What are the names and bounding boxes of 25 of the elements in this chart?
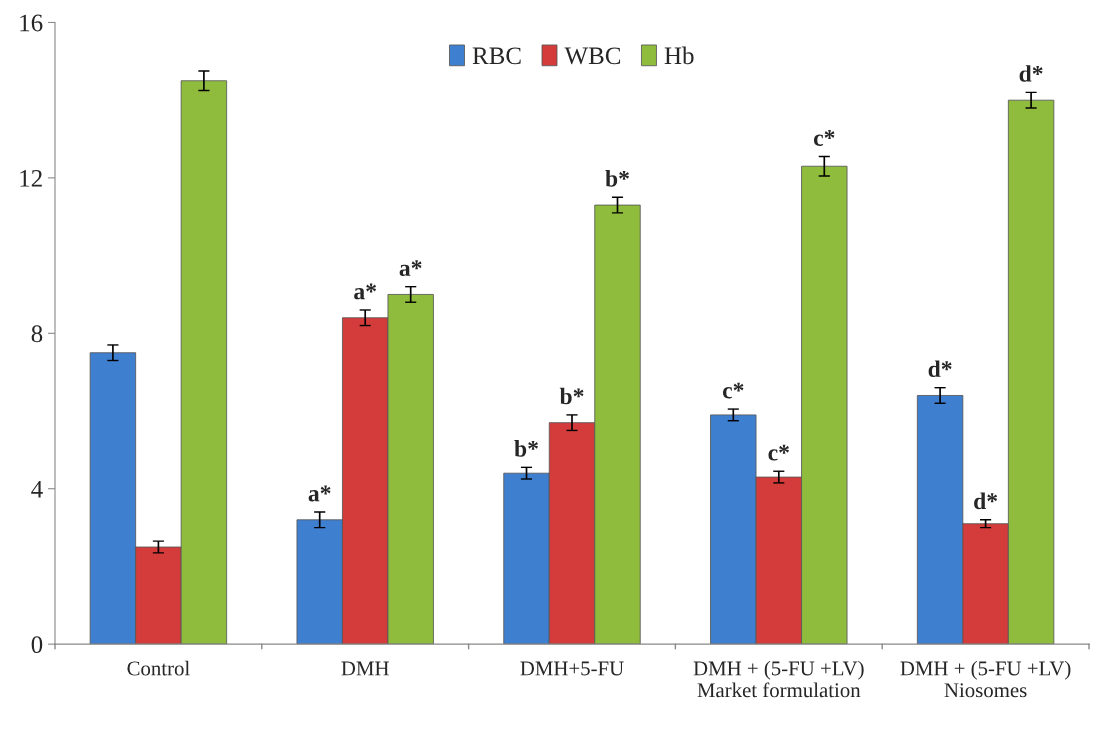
x-tick-label: DMH + (5-FU +LV) Niosomes xyxy=(900,660,1071,698)
data-label: d* xyxy=(928,360,952,378)
y-tick-label: 8 xyxy=(31,325,43,343)
legend-label: Hb xyxy=(664,46,694,65)
y-tick-label: 12 xyxy=(20,170,42,187)
x-tick-label: DMH+5-FU xyxy=(520,661,624,676)
legend-label: RBC xyxy=(472,47,521,65)
x-tick-label: DMH + (5-FU +LV) Market formulation xyxy=(693,660,864,698)
y-tick-label: 0 xyxy=(31,636,43,654)
data-label: d* xyxy=(1019,65,1043,82)
x-tick-label: DMH xyxy=(341,661,389,676)
x-tick-label: Control xyxy=(127,660,190,676)
data-label: c* xyxy=(722,382,744,399)
y-tick-label: 16 xyxy=(20,14,43,32)
data-label: b* xyxy=(605,170,629,187)
data-label: c* xyxy=(813,130,835,146)
data-label: a* xyxy=(399,260,422,277)
legend-label: WBC xyxy=(564,47,621,65)
data-label: d* xyxy=(974,492,998,510)
data-label: a* xyxy=(354,283,377,300)
y-tick-label: 4 xyxy=(31,480,43,498)
data-label: a* xyxy=(308,485,331,502)
data-label: b* xyxy=(514,440,538,457)
data-label: b* xyxy=(559,387,584,405)
data-label: c* xyxy=(768,444,789,461)
